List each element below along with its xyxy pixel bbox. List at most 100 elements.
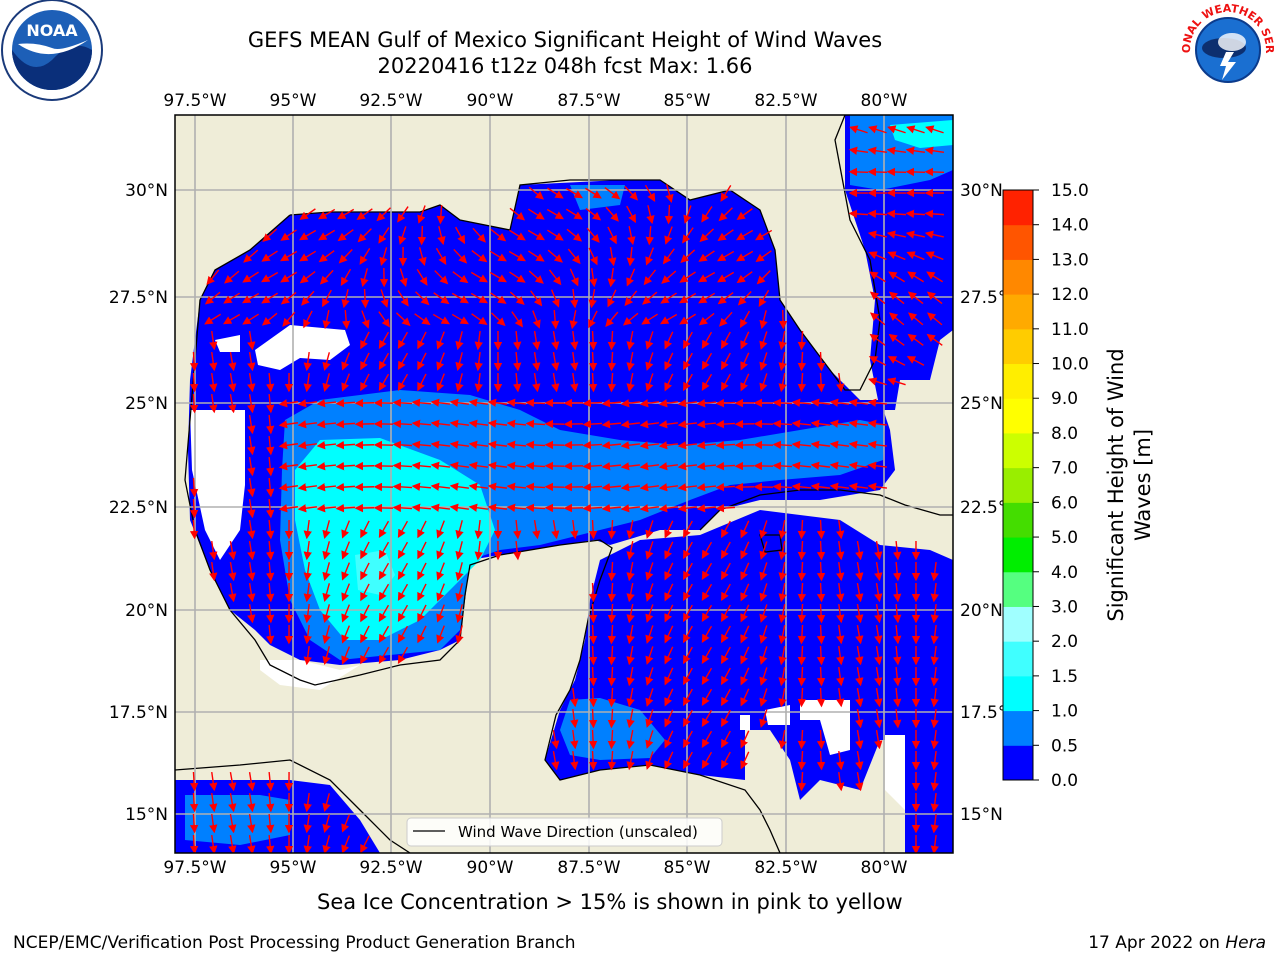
wave-direction-arrow	[797, 687, 807, 708]
wave-direction-arrow	[303, 792, 312, 813]
wave-direction-arrow	[855, 730, 864, 750]
wave-direction-arrow	[677, 441, 698, 450]
wave-direction-arrow	[683, 625, 693, 644]
lat-label-left: 27.5°N	[109, 288, 168, 308]
wave-direction-arrow	[683, 604, 693, 623]
wave-direction-arrow	[551, 373, 560, 393]
wave-direction-arrow	[778, 541, 787, 561]
wave-direction-arrow	[797, 666, 807, 687]
wave-direction-arrow	[926, 291, 943, 305]
wave-direction-arrow	[626, 688, 635, 708]
wave-direction-arrow	[189, 351, 199, 372]
wave-direction-arrow	[247, 478, 256, 498]
wave-direction-arrow	[906, 125, 925, 134]
wave-direction-arrow	[335, 482, 356, 492]
wave-direction-arrow	[778, 331, 787, 351]
wave-direction-arrow	[335, 461, 356, 471]
wave-direction-arrow	[588, 666, 598, 687]
wave-direction-arrow	[848, 398, 869, 407]
wave-direction-arrow	[588, 519, 598, 540]
wave-direction-arrow	[489, 250, 507, 262]
wave-direction-arrow	[247, 394, 256, 414]
wave-direction-arrow	[282, 311, 296, 327]
wave-direction-arrow	[242, 313, 259, 325]
wave-direction-arrow	[569, 310, 578, 330]
wave-direction-arrow	[528, 186, 544, 200]
wave-direction-arrow	[797, 750, 807, 771]
wave-direction-arrow	[582, 440, 603, 450]
wave-direction-arrow	[867, 230, 887, 239]
wave-direction-arrow	[322, 352, 331, 372]
wave-direction-arrow	[508, 250, 527, 262]
wave-direction-arrow	[604, 186, 621, 200]
wave-direction-arrow	[360, 562, 370, 581]
wave-direction-arrow	[487, 440, 508, 449]
wave-direction-arrow	[228, 394, 237, 414]
wave-direction-arrow	[209, 540, 218, 561]
wave-direction-arrow	[645, 688, 654, 707]
colorbar-band	[1003, 745, 1033, 781]
wave-direction-arrow	[778, 730, 787, 750]
wave-direction-arrow	[303, 624, 312, 645]
wave-direction-arrow	[582, 419, 603, 429]
wave-direction-arrow	[715, 482, 736, 492]
wave-direction-arrow	[721, 730, 731, 749]
wave-direction-arrow	[417, 331, 427, 350]
wave-direction-arrow	[266, 393, 275, 414]
wave-direction-arrow	[816, 540, 826, 561]
wave-direction-arrow	[525, 419, 546, 429]
wave-direction-arrow	[810, 461, 831, 470]
wave-direction-arrow	[639, 399, 660, 408]
wave-direction-arrow	[378, 520, 390, 539]
wave-direction-arrow	[721, 331, 731, 350]
wave-direction-arrow	[266, 540, 275, 561]
wave-direction-arrow	[778, 520, 787, 540]
wave-direction-arrow	[664, 625, 674, 644]
wave-direction-arrow	[930, 834, 939, 853]
wave-direction-arrow	[740, 688, 750, 707]
wave-direction-arrow	[266, 372, 275, 393]
wave-direction-arrow	[778, 688, 787, 708]
wave-direction-arrow	[848, 209, 869, 219]
wave-direction-arrow	[836, 372, 845, 393]
wave-direction-arrow	[322, 562, 331, 582]
wave-direction-arrow	[740, 331, 750, 350]
wave-direction-arrow	[848, 461, 869, 470]
wave-direction-arrow	[189, 813, 199, 834]
wave-direction-arrow	[430, 419, 451, 428]
wave-direction-arrow	[658, 441, 679, 450]
wave-direction-arrow	[887, 251, 906, 261]
lon-label-bottom: 80°W	[861, 858, 908, 878]
colorbar-band	[1003, 641, 1033, 677]
wave-direction-arrow	[836, 687, 845, 708]
wave-direction-arrow	[418, 247, 427, 267]
wave-direction-arrow	[455, 226, 466, 245]
wave-direction-arrow	[397, 352, 409, 371]
wave-direction-arrow	[189, 519, 199, 540]
wave-direction-arrow	[589, 267, 598, 288]
wave-direction-arrow	[550, 309, 560, 330]
wave-direction-arrow	[778, 309, 788, 330]
wave-direction-arrow	[683, 583, 693, 602]
wave-direction-arrow	[679, 292, 697, 304]
wave-direction-arrow	[299, 229, 317, 241]
colorbar: 0.0 0.5 1.0 1.5 2.0 3.0 4.0 5.0 6.0 7.0 8.0 9.0 10.0…	[1002, 181, 1089, 791]
wave-direction-arrow	[570, 729, 579, 750]
wave-direction-arrow	[759, 667, 768, 686]
wave-direction-arrow	[532, 520, 541, 540]
wave-direction-arrow	[926, 271, 944, 283]
wave-direction-arrow	[189, 498, 199, 519]
wave-direction-arrow	[797, 645, 807, 666]
wave-direction-arrow	[721, 604, 731, 623]
wave-direction-arrow	[869, 271, 887, 283]
wave-direction-arrow	[721, 646, 731, 665]
wave-direction-arrow	[874, 625, 883, 645]
lat-label-left: 22.5°N	[109, 498, 168, 518]
wave-direction-arrow	[525, 398, 546, 408]
wave-direction-arrow	[701, 646, 713, 665]
wave-direction-arrow	[525, 482, 546, 492]
lat-labels-left: 30°N 27.5°N 25°N 22.5°N 20°N 17.5°N 15°N	[109, 181, 168, 825]
wave-direction-arrow	[759, 331, 768, 350]
wave-direction-arrow	[677, 399, 698, 408]
wave-direction-arrow	[759, 541, 768, 560]
